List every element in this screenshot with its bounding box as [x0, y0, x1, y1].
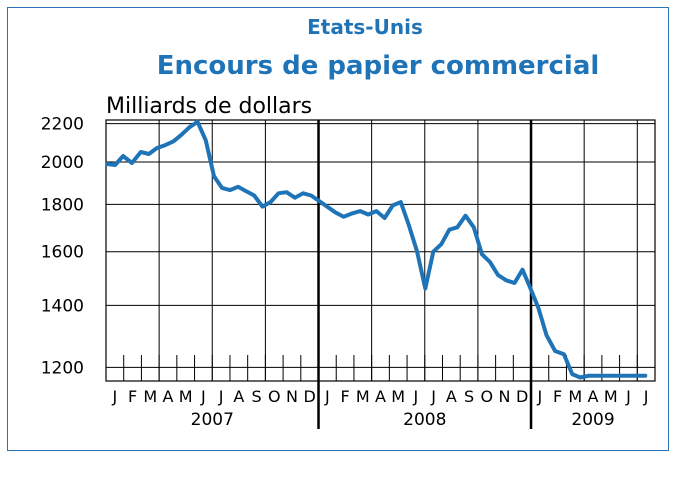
month-label: A	[375, 387, 386, 406]
year-label: 2007	[191, 410, 234, 430]
month-label: A	[233, 387, 244, 406]
month-label: N	[498, 387, 510, 406]
month-label: D	[303, 387, 315, 406]
plot-area	[105, 119, 656, 382]
month-label: A	[163, 387, 174, 406]
month-label: S	[251, 387, 261, 406]
month-label: M	[179, 387, 193, 406]
grid-lines	[106, 120, 655, 429]
month-label: M	[356, 387, 370, 406]
y-tick-label: 1600	[41, 243, 84, 263]
month-label: F	[553, 387, 562, 406]
y-axis-label: Milliards de dollars	[106, 94, 312, 119]
month-label: J	[111, 387, 117, 406]
month-label: J	[200, 387, 206, 406]
month-label: D	[516, 387, 528, 406]
month-label: F	[340, 387, 349, 406]
series-layer	[105, 119, 648, 380]
y-tick-label: 2000	[41, 153, 84, 173]
year-label: 2009	[571, 410, 614, 430]
month-label: A	[588, 387, 599, 406]
month-label: J	[413, 387, 419, 406]
month-label: S	[464, 387, 474, 406]
y-tick-labels: 2200 2000 1800 1600 1400 1200	[41, 115, 84, 379]
month-label: J	[625, 387, 631, 406]
chart-title: Etats-Unis	[307, 15, 423, 39]
y-tick-label: 2200	[41, 115, 84, 135]
y-tick-label: 1400	[41, 296, 84, 316]
month-label: A	[446, 387, 457, 406]
month-label: N	[286, 387, 298, 406]
month-label: J	[643, 387, 649, 406]
year-label: 2008	[403, 410, 446, 430]
chart-subtitle: Encours de papier commercial	[157, 51, 600, 81]
chart-frame: Etats-Unis Encours de papier commercial …	[7, 7, 669, 451]
month-label: J	[430, 387, 436, 406]
y-tick-label: 1200	[41, 358, 84, 378]
month-label: O	[480, 387, 493, 406]
month-label: M	[568, 387, 582, 406]
month-label: O	[268, 387, 281, 406]
chart: Etats-Unis Encours de papier commercial …	[41, 15, 656, 430]
series-line	[105, 119, 648, 380]
month-label: J	[537, 387, 543, 406]
month-label: M	[143, 387, 157, 406]
month-label: M	[391, 387, 405, 406]
month-label: J	[218, 387, 224, 406]
y-tick-label: 1800	[41, 195, 84, 215]
month-label: F	[128, 387, 137, 406]
month-label: M	[604, 387, 618, 406]
month-label: J	[324, 387, 330, 406]
